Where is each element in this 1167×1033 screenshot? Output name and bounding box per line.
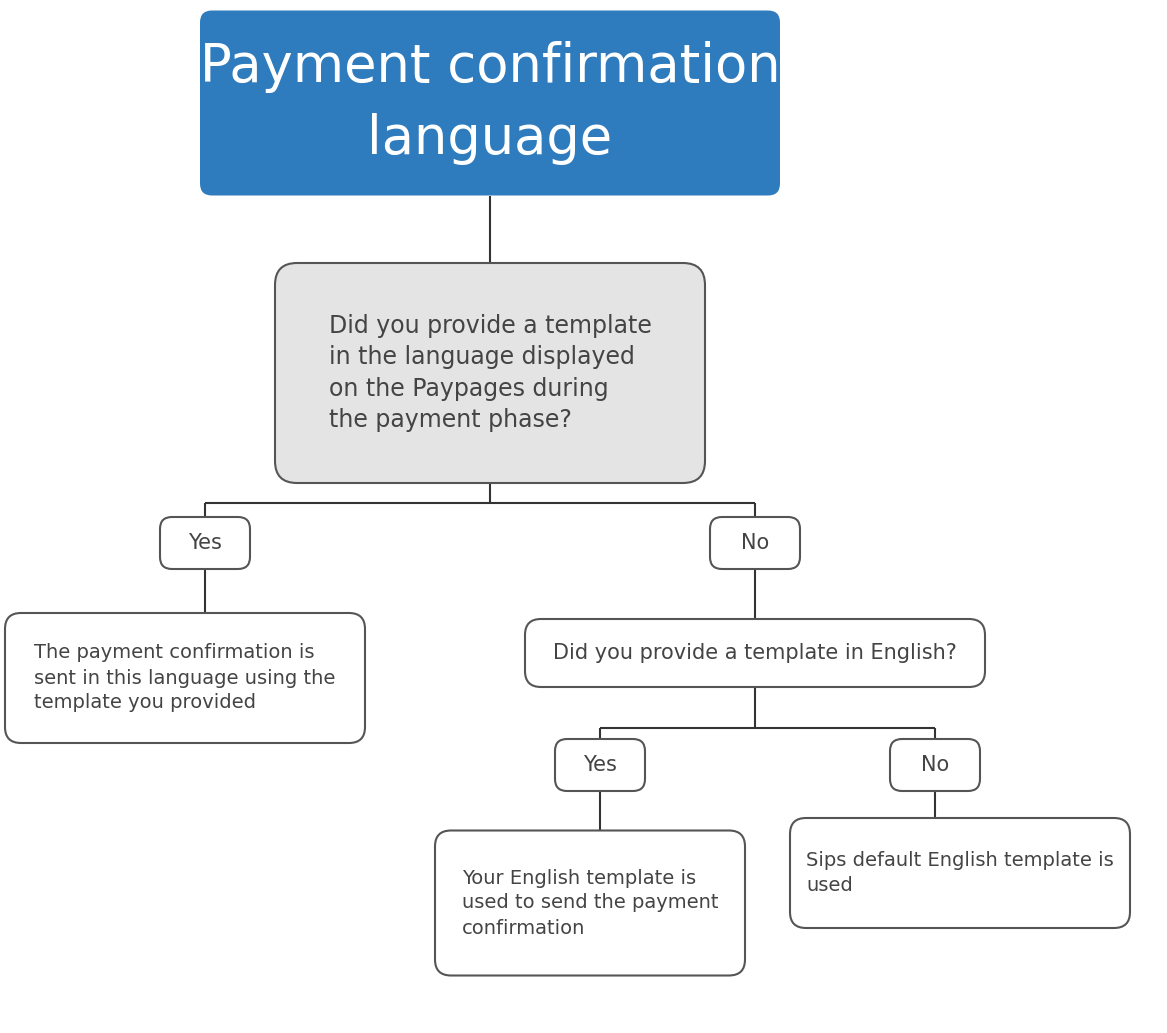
Text: No: No [921, 755, 949, 775]
Text: Your English template is
used to send the payment
confirmation: Your English template is used to send th… [462, 869, 718, 938]
FancyBboxPatch shape [525, 619, 985, 687]
Text: Did you provide a template in English?: Did you provide a template in English? [553, 643, 957, 663]
FancyBboxPatch shape [275, 263, 705, 483]
Text: Payment confirmation
language: Payment confirmation language [200, 40, 781, 165]
FancyBboxPatch shape [710, 516, 801, 569]
FancyBboxPatch shape [790, 818, 1130, 928]
FancyBboxPatch shape [555, 739, 645, 791]
FancyBboxPatch shape [890, 739, 980, 791]
Text: Did you provide a template
in the language displayed
on the Paypages during
the : Did you provide a template in the langua… [329, 314, 651, 433]
Text: The payment confirmation is
sent in this language using the
template you provide: The payment confirmation is sent in this… [34, 644, 336, 713]
FancyBboxPatch shape [160, 516, 250, 569]
Text: Yes: Yes [584, 755, 617, 775]
FancyBboxPatch shape [435, 831, 745, 975]
Text: Sips default English template is
used: Sips default English template is used [806, 851, 1113, 895]
FancyBboxPatch shape [200, 10, 780, 195]
Text: Yes: Yes [188, 533, 222, 553]
Text: No: No [741, 533, 769, 553]
FancyBboxPatch shape [5, 613, 365, 743]
